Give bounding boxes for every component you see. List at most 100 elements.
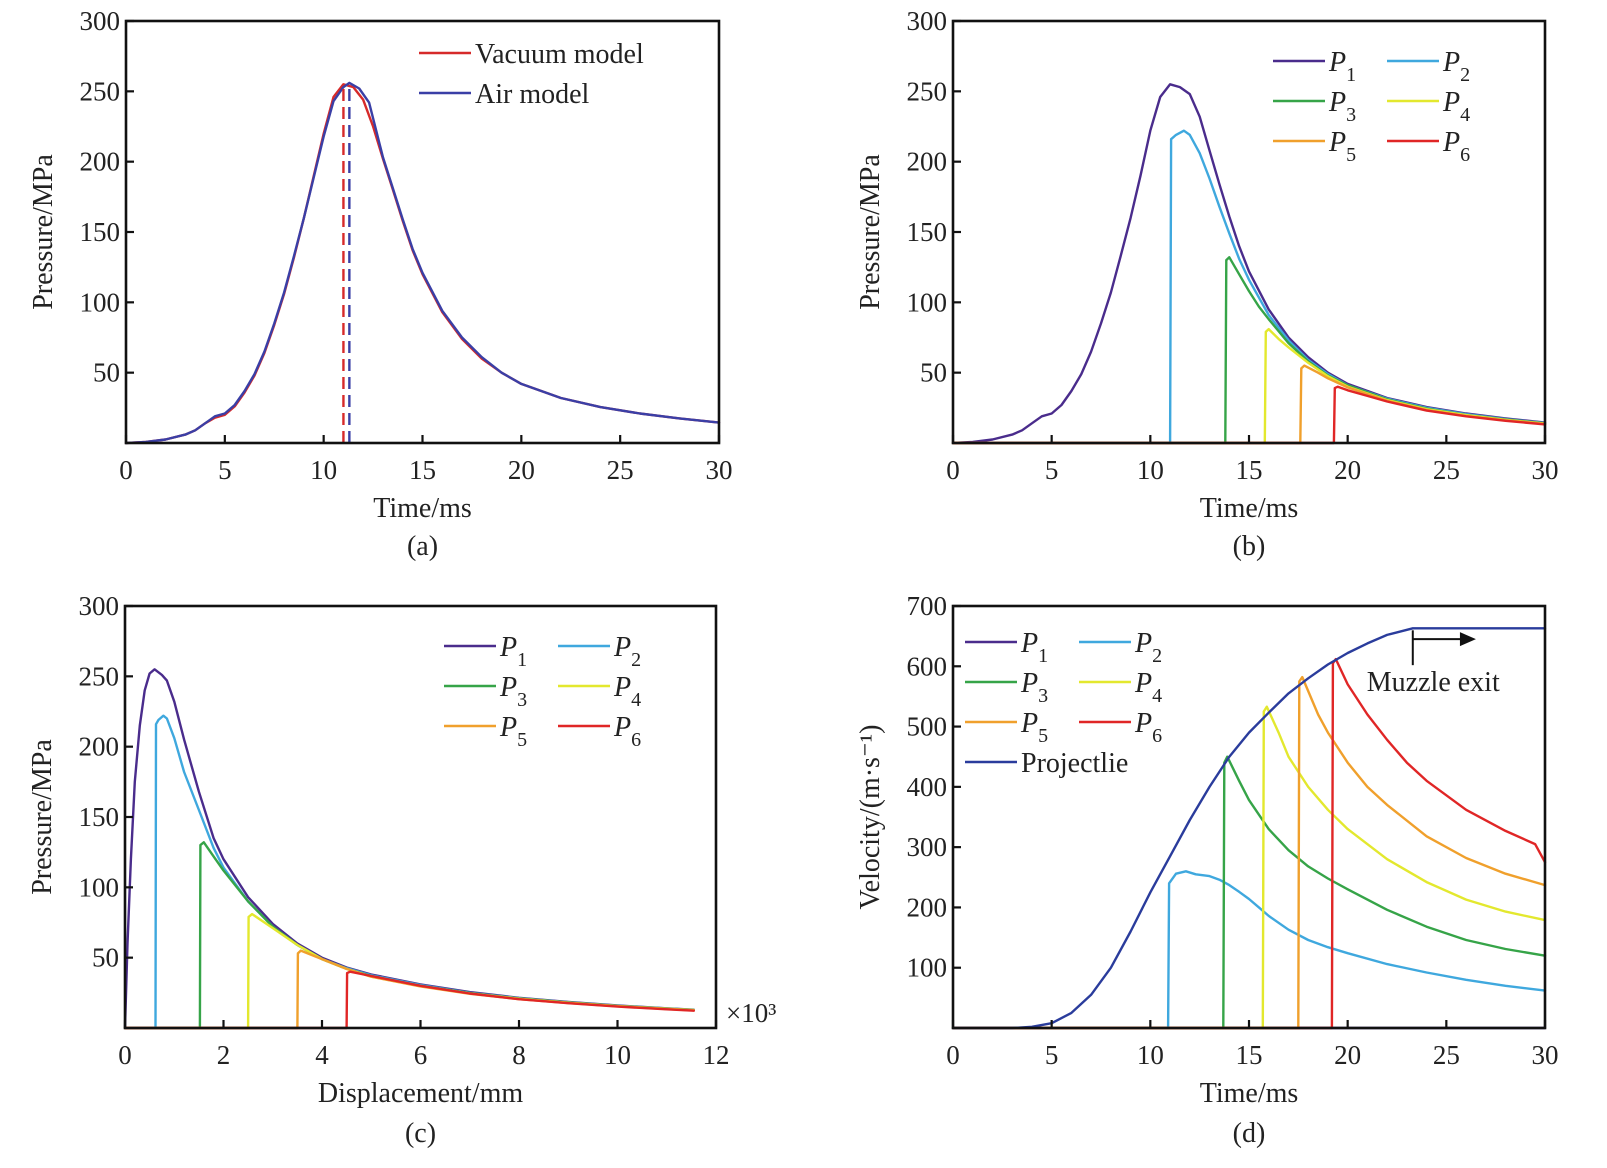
legend-label: P4 xyxy=(613,672,641,711)
x-tick-label: 10 xyxy=(1137,1040,1164,1070)
y-tick-label: 100 xyxy=(907,953,948,983)
y-tick-label: 50 xyxy=(920,358,947,388)
y-tick-label: 500 xyxy=(907,712,948,742)
series-line-p1 xyxy=(123,668,695,1030)
y-tick-label: 50 xyxy=(93,358,120,388)
legend-label: P5 xyxy=(499,712,527,751)
x-axis-label: Displacement/mm xyxy=(318,1078,524,1109)
legend-label: P4 xyxy=(1442,87,1470,126)
x-axis-label: Time/ms xyxy=(1200,1078,1299,1109)
y-axis-label: Pressure/MPa xyxy=(27,739,58,895)
legend-item: P5 xyxy=(1273,127,1356,166)
legend-label: P2 xyxy=(1134,628,1162,667)
x-axis-label: Time/ms xyxy=(373,493,472,524)
panel-b-pressure-vs-time-gauges: 0 5 10 15 20 25 30 50 100 150 200 250 300 Time/ms Pres… xyxy=(855,6,1559,562)
panel-caption: (b) xyxy=(1233,531,1266,562)
axes-frame xyxy=(123,604,718,1030)
legend-item: P1 xyxy=(1273,47,1356,86)
legend-item: P4 xyxy=(558,672,641,711)
x-tick-label: 0 xyxy=(118,1040,132,1070)
series-line-p4 xyxy=(123,912,695,1030)
legend-item: P2 xyxy=(1079,628,1162,667)
legend: P1 P2 P3 P4 P5 P6 xyxy=(444,632,641,751)
x-tick-label: 5 xyxy=(1045,455,1059,485)
legend-item: P2 xyxy=(558,632,641,671)
x-tick-label: 20 xyxy=(1334,1040,1361,1070)
legend-item: P1 xyxy=(965,628,1048,667)
y-tick-label: 700 xyxy=(907,591,948,621)
legend-item: P3 xyxy=(965,668,1048,707)
legend-label: Air model xyxy=(475,79,590,110)
y-tick-label: 250 xyxy=(80,76,121,106)
x-tick-label: 20 xyxy=(1334,455,1361,485)
y-tick-label: 200 xyxy=(79,732,120,762)
x-tick-label: 30 xyxy=(1532,1040,1559,1070)
x-tick-label: 10 xyxy=(604,1040,631,1070)
series-line-p6 xyxy=(951,385,1547,445)
axes-frame xyxy=(951,19,1547,445)
legend-label: P2 xyxy=(1442,47,1470,86)
legend-item: P6 xyxy=(1387,127,1470,166)
legend: Vacuum model Air model xyxy=(419,39,644,110)
series-line-p6 xyxy=(951,657,1547,1030)
x-tick-label: 25 xyxy=(1433,1040,1460,1070)
legend-item: P5 xyxy=(444,712,527,751)
muzzle-exit-annotation: Muzzle exit xyxy=(1367,630,1500,698)
y-tick-label: 100 xyxy=(80,287,121,317)
panel-a-pressure-vs-time-vacuum-air: 0 5 10 15 20 25 30 50 100 150 200 250 300 Time/ms Pres… xyxy=(28,6,733,562)
legend-label: P1 xyxy=(1328,47,1356,86)
series-line-p2 xyxy=(951,129,1547,445)
x-tick-label: 15 xyxy=(1236,455,1263,485)
x-tick-label: 6 xyxy=(414,1040,428,1070)
legend-label: P3 xyxy=(1020,668,1048,707)
x-tick-label: 0 xyxy=(119,455,133,485)
y-tick-label: 200 xyxy=(907,892,948,922)
x-tick-label: 10 xyxy=(310,455,337,485)
x-axis-label: Time/ms xyxy=(1200,493,1299,524)
legend-label: P6 xyxy=(1442,127,1470,166)
x-tick-label: 5 xyxy=(218,455,232,485)
legend-item: P3 xyxy=(1273,87,1356,126)
series-line-air-model xyxy=(124,81,721,445)
y-axis-label: Velocity/(m·s⁻¹) xyxy=(855,725,886,910)
legend-label: P6 xyxy=(1134,708,1162,747)
x-tick-label: 0 xyxy=(946,455,960,485)
y-tick-label: 150 xyxy=(907,217,948,247)
y-tick-label: 200 xyxy=(907,147,948,177)
right-arrow-icon xyxy=(1459,632,1476,647)
legend-label: P5 xyxy=(1020,708,1048,747)
panel-caption: (d) xyxy=(1233,1118,1266,1149)
series-line-vacuum-model xyxy=(124,83,721,445)
y-tick-label: 300 xyxy=(80,6,121,36)
series-line-p3 xyxy=(123,841,695,1030)
y-tick-label: 250 xyxy=(907,76,948,106)
y-tick-label: 400 xyxy=(907,772,948,802)
legend-label: P1 xyxy=(1020,628,1048,667)
y-tick-label: 150 xyxy=(80,217,121,247)
panel-c-pressure-vs-displacement: 0 2 4 6 8 10 12 50 100 150 200 250 300 Displacement/m… xyxy=(27,591,776,1149)
x-tick-label: 10 xyxy=(1137,455,1164,485)
legend-label: P4 xyxy=(1134,668,1162,707)
series-group xyxy=(124,81,721,445)
series-group xyxy=(123,668,695,1030)
legend: P1 P2 P3 P4 P5 P6 xyxy=(1273,47,1470,166)
series-line-p5 xyxy=(951,364,1547,445)
x-tick-label: 25 xyxy=(1433,455,1460,485)
panel-d-velocity-vs-time: 0 5 10 15 20 25 30 100 200 300 400 500 600 700 Time/ms… xyxy=(855,591,1559,1149)
panel-caption: (c) xyxy=(405,1118,436,1149)
series-line-p5 xyxy=(123,949,695,1030)
y-axis-label: Pressure/MPa xyxy=(28,154,59,310)
y-axis-label: Pressure/MPa xyxy=(855,154,886,310)
series-line-p4 xyxy=(951,327,1547,445)
series-line-p2 xyxy=(951,870,1547,1030)
series-line-p4 xyxy=(951,705,1547,1030)
legend-item: P5 xyxy=(965,708,1048,747)
legend-item: P3 xyxy=(444,672,527,711)
series-line-p5 xyxy=(951,675,1547,1030)
y-tick-label: 200 xyxy=(80,147,121,177)
x-tick-label: 8 xyxy=(512,1040,526,1070)
legend-label: P5 xyxy=(1328,127,1356,166)
x-tick-label: 30 xyxy=(1532,455,1559,485)
legend-label: P3 xyxy=(499,672,527,711)
